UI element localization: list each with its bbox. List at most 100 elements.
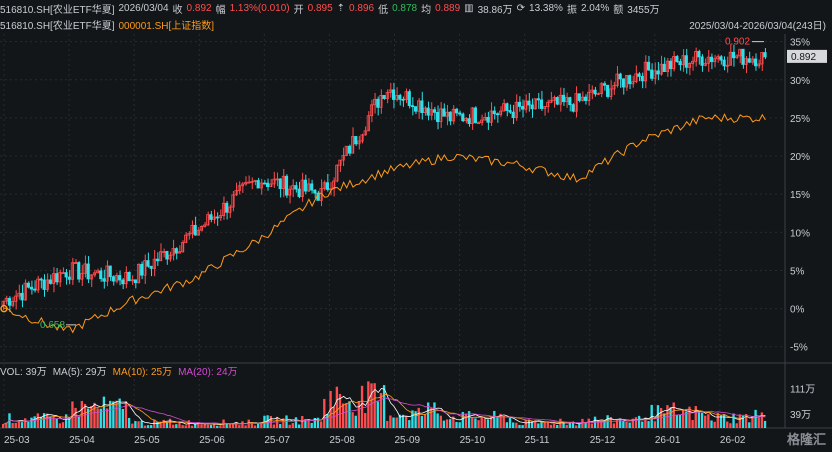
- volume-bar: [486, 419, 490, 428]
- volume-bar: [181, 425, 184, 428]
- candle-body: [480, 119, 484, 124]
- y-tick-label: -5%: [790, 343, 808, 354]
- candle-body: [105, 265, 109, 282]
- volume-bar: [24, 418, 27, 428]
- volume-bar: [741, 415, 745, 428]
- candle-body: [379, 95, 383, 108]
- volume-bar: [335, 386, 339, 428]
- volume-bar: [562, 422, 565, 428]
- candle-body: [763, 52, 767, 58]
- volume-bar: [458, 422, 461, 428]
- candle-body: [760, 52, 764, 65]
- volume-bar: [124, 401, 128, 428]
- volume-bar: [704, 415, 707, 428]
- volume-bar: [515, 422, 518, 428]
- x-tick-label: 25-04: [69, 435, 95, 446]
- volume-bar: [710, 420, 713, 428]
- volume-bar: [294, 417, 298, 428]
- start-marker: [0, 304, 8, 313]
- volume-bar: [423, 414, 427, 428]
- volume-bar: [675, 415, 679, 428]
- candle-body: [577, 93, 581, 101]
- ma20-label: MA(20): 24万: [178, 366, 238, 378]
- volume-bar: [367, 381, 370, 428]
- candle-body: [436, 111, 440, 123]
- candle-body: [26, 282, 30, 288]
- candle-body: [587, 91, 591, 101]
- high-value: 0.896: [349, 3, 375, 14]
- volume-bar: [30, 417, 33, 428]
- candle-body: [171, 248, 175, 256]
- candle-body: [80, 272, 84, 280]
- volume-bar: [414, 411, 417, 428]
- volume-bar: [581, 418, 584, 428]
- ma5-label: MA(5): 29万: [52, 366, 107, 378]
- volume-bar: [178, 421, 181, 428]
- volume-bar: [231, 423, 235, 428]
- volume-bar: [452, 416, 455, 428]
- max-price-label: 0.902: [725, 37, 750, 48]
- volume-bar: [395, 417, 398, 428]
- candle-body: [48, 279, 52, 284]
- candle-body: [628, 75, 632, 85]
- volume-bar: [663, 413, 666, 428]
- candle-body: [555, 97, 559, 105]
- volume-bar: [99, 408, 102, 428]
- volume-bar: [716, 412, 719, 428]
- candle-body: [656, 70, 660, 75]
- candle-body: [77, 262, 81, 280]
- volume-bar: [571, 422, 575, 428]
- volume-bar: [615, 420, 619, 428]
- volume-bar: [190, 425, 194, 428]
- candle-body: [410, 105, 415, 108]
- volume-bar: [408, 420, 411, 428]
- volume-bar: [58, 423, 62, 428]
- candle-body: [70, 262, 75, 280]
- volume-bar: [430, 407, 433, 428]
- volume-bar: [49, 416, 52, 428]
- volume-bar: [379, 393, 383, 428]
- candle-body: [473, 107, 477, 124]
- volume-bar: [137, 421, 140, 428]
- volume-bar: [697, 412, 701, 428]
- candle-body: [728, 51, 732, 66]
- candle-body: [445, 111, 449, 117]
- candle-body: [621, 78, 625, 88]
- volume-bar: [228, 424, 232, 428]
- candle-body: [700, 56, 704, 66]
- volume-bar: [549, 424, 553, 428]
- volume-bar: [464, 413, 468, 428]
- volume-bar: [735, 423, 738, 428]
- candle-body: [360, 134, 364, 142]
- x-tick-label: 25-12: [590, 435, 616, 446]
- volume-bar: [719, 415, 723, 428]
- candle-body: [7, 297, 12, 306]
- volume-bar: [360, 385, 364, 428]
- candle-body: [624, 75, 629, 88]
- volume-bar: [172, 424, 175, 428]
- candle-body: [694, 51, 698, 62]
- candle-body: [467, 118, 471, 125]
- volume-tick-label: 39万: [790, 410, 811, 421]
- candle-body: [20, 292, 24, 301]
- volume-bar: [609, 416, 612, 428]
- volume-bar: [688, 406, 691, 428]
- candle-body: [127, 271, 131, 282]
- candle-body: [530, 104, 534, 110]
- candle-body: [240, 183, 245, 187]
- candle-body: [136, 263, 141, 284]
- volume-bar: [644, 417, 647, 428]
- candle-body: [536, 98, 540, 101]
- volume-bar: [392, 417, 395, 428]
- candle-body: [571, 104, 575, 112]
- volume-bar: [757, 417, 760, 428]
- candle-body: [363, 130, 367, 136]
- candle-body: [11, 300, 15, 306]
- candle-body: [502, 103, 506, 112]
- candle-body: [99, 270, 103, 280]
- candle-body: [615, 73, 619, 86]
- y-tick-label: 35%: [790, 38, 810, 49]
- candle-body: [284, 175, 289, 196]
- volume-bar: [225, 423, 228, 428]
- candle-body: [256, 180, 260, 189]
